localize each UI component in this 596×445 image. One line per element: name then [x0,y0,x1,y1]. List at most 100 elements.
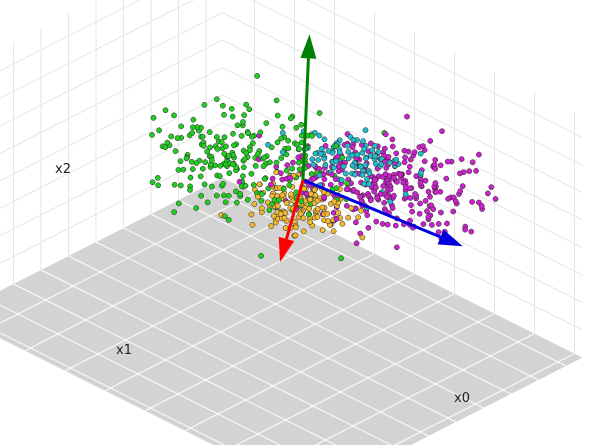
data-point [257,129,264,136]
data-point [156,127,162,134]
component-vector-head [278,236,295,263]
data-point [345,155,352,162]
data-point [362,162,369,168]
data-point [382,131,389,138]
data-point [250,182,257,188]
data-point [363,155,369,162]
wall-gridline [0,149,223,264]
data-point [432,180,439,186]
data-point [343,186,350,193]
data-point [345,214,352,221]
data-point [251,201,258,207]
data-point [294,141,300,148]
data-point [308,191,314,197]
data-point [217,162,224,169]
wall-gridline [0,0,141,72]
data-point [226,170,233,176]
data-point [175,200,182,207]
data-point [307,219,313,225]
data-point [208,183,215,190]
data-point [349,144,356,151]
wall-gridline [0,94,223,209]
data-point [432,166,439,172]
grid-layer [0,0,583,445]
data-point [409,208,415,215]
data-point [338,255,344,262]
wall-gridline [0,39,223,154]
data-point [218,139,225,146]
floor-gridline [0,193,255,324]
floor-gridline [40,269,393,445]
data-point [362,127,369,134]
data-point [408,202,414,208]
data-point [437,162,444,169]
data-point [402,183,409,190]
data-point [402,191,409,198]
data-point [401,159,408,166]
data-point [315,157,321,163]
data-point [278,155,285,161]
data-point [241,156,248,163]
data-point [374,195,381,201]
data-point [432,157,439,163]
component-vector-head [437,229,463,247]
data-point [386,159,393,166]
data-point [279,123,286,130]
data-point [285,145,292,152]
data-point [420,221,427,227]
data-point [400,179,407,186]
data-point [199,133,206,140]
data-point [488,184,495,190]
data-point [406,163,413,170]
data-point [365,224,372,231]
data-point [198,192,204,199]
data-point [221,111,227,118]
data-point [188,158,195,165]
data-point [416,210,423,217]
data-point [244,196,251,203]
data-point [318,145,325,152]
data-point [201,102,208,108]
data-point [407,156,414,163]
data-point [225,153,232,159]
data-point [175,167,182,173]
data-point [435,221,442,227]
data-point [266,207,273,214]
data-point [255,193,261,200]
axis-label-x0: x0 [454,391,470,406]
data-point [469,199,475,205]
floor-gridline [0,304,282,445]
data-point [149,179,156,186]
data-point [385,154,392,160]
data-point [296,166,303,173]
data-point [230,130,236,137]
data-point [281,215,288,221]
data-point [325,218,331,225]
data-point [411,149,418,156]
data-point [172,148,179,154]
data-point [222,199,229,206]
data-point [277,211,284,217]
data-point [432,189,439,195]
data-point [254,73,261,79]
data-point [245,130,251,137]
data-point [492,196,499,202]
data-point [278,170,284,177]
data-point [268,223,275,229]
data-point [150,114,157,121]
data-point [349,152,356,159]
data-point [342,170,349,177]
data-point [207,144,213,151]
data-point [335,163,342,170]
data-point [443,175,450,182]
data-point [295,154,302,161]
data-point [427,193,433,200]
data-point [417,200,423,207]
data-point [274,139,281,146]
data-point [389,136,396,143]
wall-gridline [0,122,223,237]
data-point [240,164,247,171]
wall-gridline [306,0,583,139]
data-point [373,218,380,225]
